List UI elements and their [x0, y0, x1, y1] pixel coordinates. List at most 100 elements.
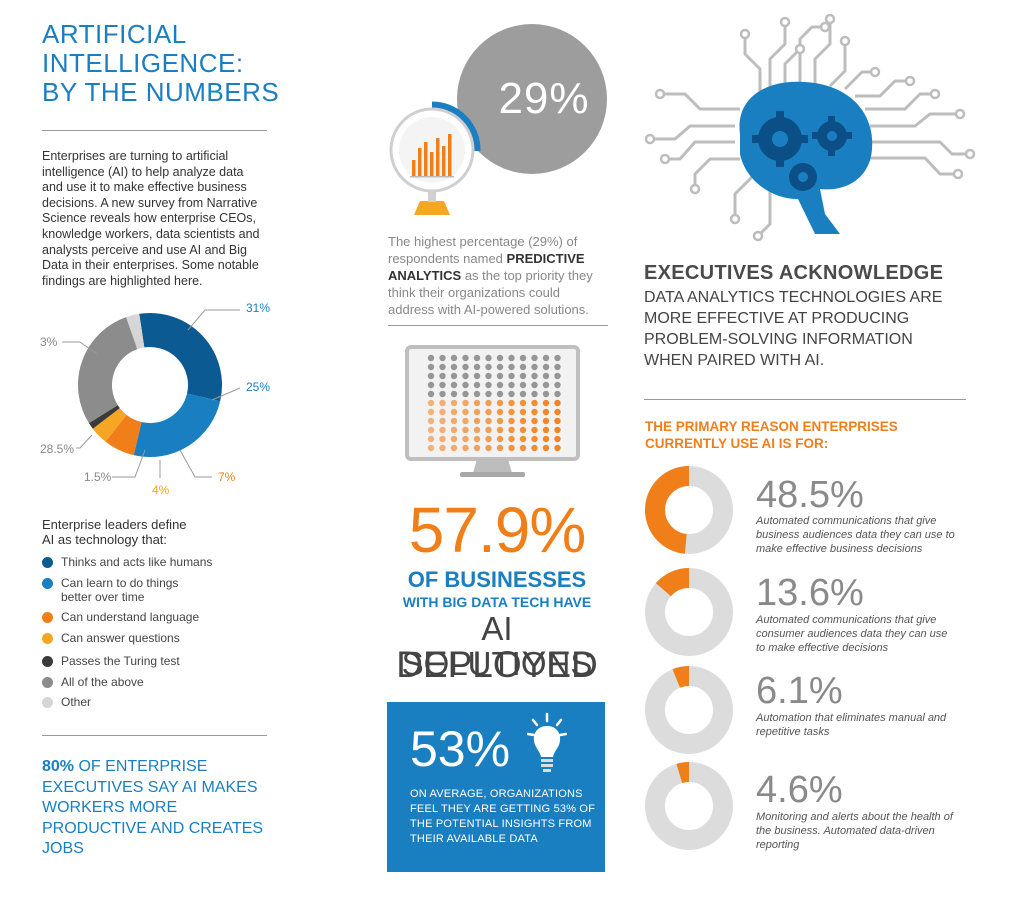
- dot: [473, 354, 481, 362]
- dot: [439, 390, 446, 398]
- dot: [554, 426, 561, 434]
- dot: [496, 354, 504, 362]
- legend-item: Passes the Turing test: [42, 654, 272, 675]
- reasons-list: 48.5% Automated communications that give…: [644, 465, 974, 870]
- dot: [542, 426, 550, 434]
- lightbulb-icon: [527, 712, 567, 772]
- dot: [473, 444, 481, 452]
- deployed-line-2: WITH BIG DATA TECH HAVE: [402, 594, 592, 610]
- dot: [462, 435, 469, 443]
- stat-80-text: OF ENTERPRISE EXECUTIVES SAY AI MAKES WO…: [42, 758, 264, 857]
- definitions-legend: Thinks and acts like humans Can learn to…: [42, 555, 272, 715]
- dot: [462, 408, 469, 416]
- reason-donut: [645, 568, 733, 656]
- magnifier-chart-icon: [385, 101, 481, 215]
- dot: [496, 408, 504, 416]
- dot: [554, 435, 561, 443]
- insights-panel: [387, 702, 605, 872]
- reason-percent: 48.5%: [756, 474, 864, 516]
- dot: [508, 390, 515, 398]
- dot: [473, 426, 481, 434]
- legend-item: Thinks and acts like humans: [42, 555, 272, 576]
- dot: [485, 372, 492, 380]
- donut-slice-label: 25%: [246, 380, 270, 394]
- legend-label-line-2: better over time: [61, 590, 145, 604]
- dot: [439, 408, 446, 416]
- dot: [519, 417, 527, 425]
- dot: [554, 390, 561, 398]
- dot: [542, 354, 550, 362]
- divider: [644, 399, 966, 400]
- dot: [439, 435, 446, 443]
- dot: [496, 435, 504, 443]
- dot: [508, 426, 515, 434]
- stat-80-bold: 80%: [42, 758, 75, 775]
- dot: [496, 363, 504, 371]
- dot: [450, 408, 458, 416]
- dot: [554, 354, 561, 362]
- dot: [531, 363, 538, 371]
- legend-item: Can answer questions: [42, 631, 272, 654]
- dot: [531, 426, 538, 434]
- dot: [439, 381, 446, 389]
- dot: [531, 390, 538, 398]
- donut-slice-label: 1.5%: [84, 470, 112, 484]
- dot: [450, 354, 458, 362]
- reason-description: Automated communications that give busin…: [756, 515, 955, 555]
- dot: [473, 363, 481, 371]
- dot: [554, 417, 561, 425]
- reason-donut: [645, 762, 733, 850]
- legend-item: All of the above: [42, 675, 272, 695]
- dot: [542, 408, 550, 416]
- dot: [439, 444, 446, 452]
- monitor-dot-matrix-icon: [405, 345, 580, 477]
- dot: [473, 390, 481, 398]
- donut-slice-label: 3%: [40, 335, 58, 349]
- dot: [519, 426, 527, 434]
- predictive-text-after: as the top priority they think their org…: [388, 268, 593, 317]
- dot: [473, 417, 481, 425]
- legend-swatch: [42, 656, 53, 667]
- divider: [388, 325, 608, 326]
- dot: [519, 354, 527, 362]
- donut-slice-label: 28.5%: [40, 442, 74, 456]
- dot: [554, 444, 561, 452]
- legend-label: Can learn to do things: [61, 576, 179, 590]
- dot: [427, 435, 435, 443]
- dot: [485, 381, 492, 389]
- donut-slice: [133, 392, 221, 457]
- insights-text: ON AVERAGE, ORGANIZATIONS FEEL THEY ARE …: [410, 788, 596, 845]
- dot: [542, 363, 550, 371]
- dot: [531, 354, 538, 362]
- predictive-text-bold: PREDICTIVE ANALYTICS: [388, 251, 585, 283]
- reason-row: [644, 665, 734, 760]
- donut-track: [645, 762, 733, 850]
- dot: [462, 372, 469, 380]
- dot: [450, 444, 458, 452]
- dot: [462, 363, 469, 371]
- reason-row: [644, 761, 734, 856]
- dot: [554, 408, 561, 416]
- dot: [439, 399, 446, 407]
- legend-label: All of the above: [61, 675, 144, 689]
- dot: [450, 426, 458, 434]
- legend-label: Other: [61, 695, 92, 709]
- dot: [427, 399, 435, 407]
- title-line-2: INTELLIGENCE:: [42, 48, 244, 78]
- brain-gears-icon: [644, 14, 976, 242]
- insights-percent: 53%: [410, 721, 511, 777]
- reasons-heading: THE PRIMARY REASON ENTERPRISES CURRENTLY…: [645, 419, 898, 451]
- dot: [485, 435, 492, 443]
- dot: [508, 381, 515, 389]
- reason-description: Automated communications that give consu…: [756, 614, 948, 654]
- predictive-percent: 29%: [498, 74, 590, 123]
- dot: [519, 390, 527, 398]
- dot: [427, 354, 435, 362]
- donut-leader-line: [187, 309, 240, 331]
- dot: [450, 399, 458, 407]
- dot: [519, 363, 527, 371]
- dot: [496, 426, 504, 434]
- dot: [554, 363, 561, 371]
- predictive-analytics-text: The highest percentage (29%) of responde…: [388, 233, 608, 318]
- dot: [427, 426, 435, 434]
